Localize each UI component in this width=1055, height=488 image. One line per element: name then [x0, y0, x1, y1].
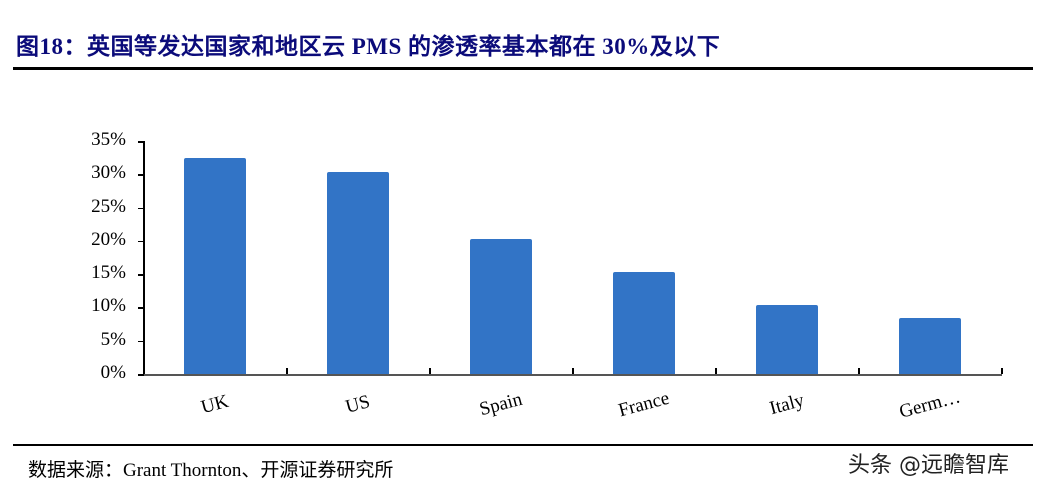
x-tick-label: Italy	[766, 389, 806, 420]
bar-chart: 0% 5% 10% 15% 20% 25% 30% 35% UK US Spain France Ita…	[91, 129, 1003, 423]
y-tick	[138, 174, 144, 176]
x-tick	[858, 368, 860, 374]
y-tick	[138, 340, 144, 343]
title-divider	[13, 67, 1033, 70]
y-tick-label: 30%	[91, 162, 126, 184]
chart-title: 图18：英国等发达国家和地区云 PMS 的渗透率基本都在 30%及以下	[16, 34, 721, 59]
bar-us	[326, 172, 389, 374]
y-tick	[138, 274, 144, 276]
x-tick	[143, 368, 145, 374]
x-tick-label: US	[342, 391, 372, 418]
source-note: 数据来源：Grant Thornton、开源证券研究所	[28, 460, 394, 481]
x-tick	[572, 368, 574, 374]
x-tick	[1001, 368, 1003, 374]
x-tick	[286, 368, 288, 374]
bar-france	[612, 272, 675, 374]
y-tick	[138, 374, 144, 376]
x-tick-label: UK	[198, 390, 231, 419]
y-tick	[138, 141, 144, 143]
x-axis	[143, 374, 1002, 376]
y-axis	[143, 141, 145, 375]
y-tick-label: 25%	[91, 195, 126, 217]
bar-germ	[898, 318, 961, 374]
y-tick	[138, 307, 144, 309]
y-tick-label: 35%	[91, 129, 126, 150]
y-tick-label: 15%	[91, 262, 126, 284]
y-tick	[138, 207, 144, 210]
bar-uk	[183, 157, 246, 374]
watermark: 头条 @远瞻智库	[848, 453, 1009, 478]
y-tick-label: 5%	[100, 328, 126, 350]
bar-italy	[755, 304, 818, 374]
x-tick-label: Spain	[476, 388, 524, 421]
footer-divider	[13, 444, 1033, 446]
y-tick	[138, 240, 144, 243]
x-tick-label: Germ…	[896, 386, 963, 423]
y-tick-label: 10%	[91, 295, 126, 317]
y-tick-label: 0%	[100, 362, 126, 383]
y-tick-label: 20%	[91, 228, 126, 250]
x-tick-label: France	[615, 387, 672, 422]
bar-spain	[469, 238, 532, 374]
x-tick	[429, 368, 431, 374]
x-tick	[715, 368, 717, 374]
